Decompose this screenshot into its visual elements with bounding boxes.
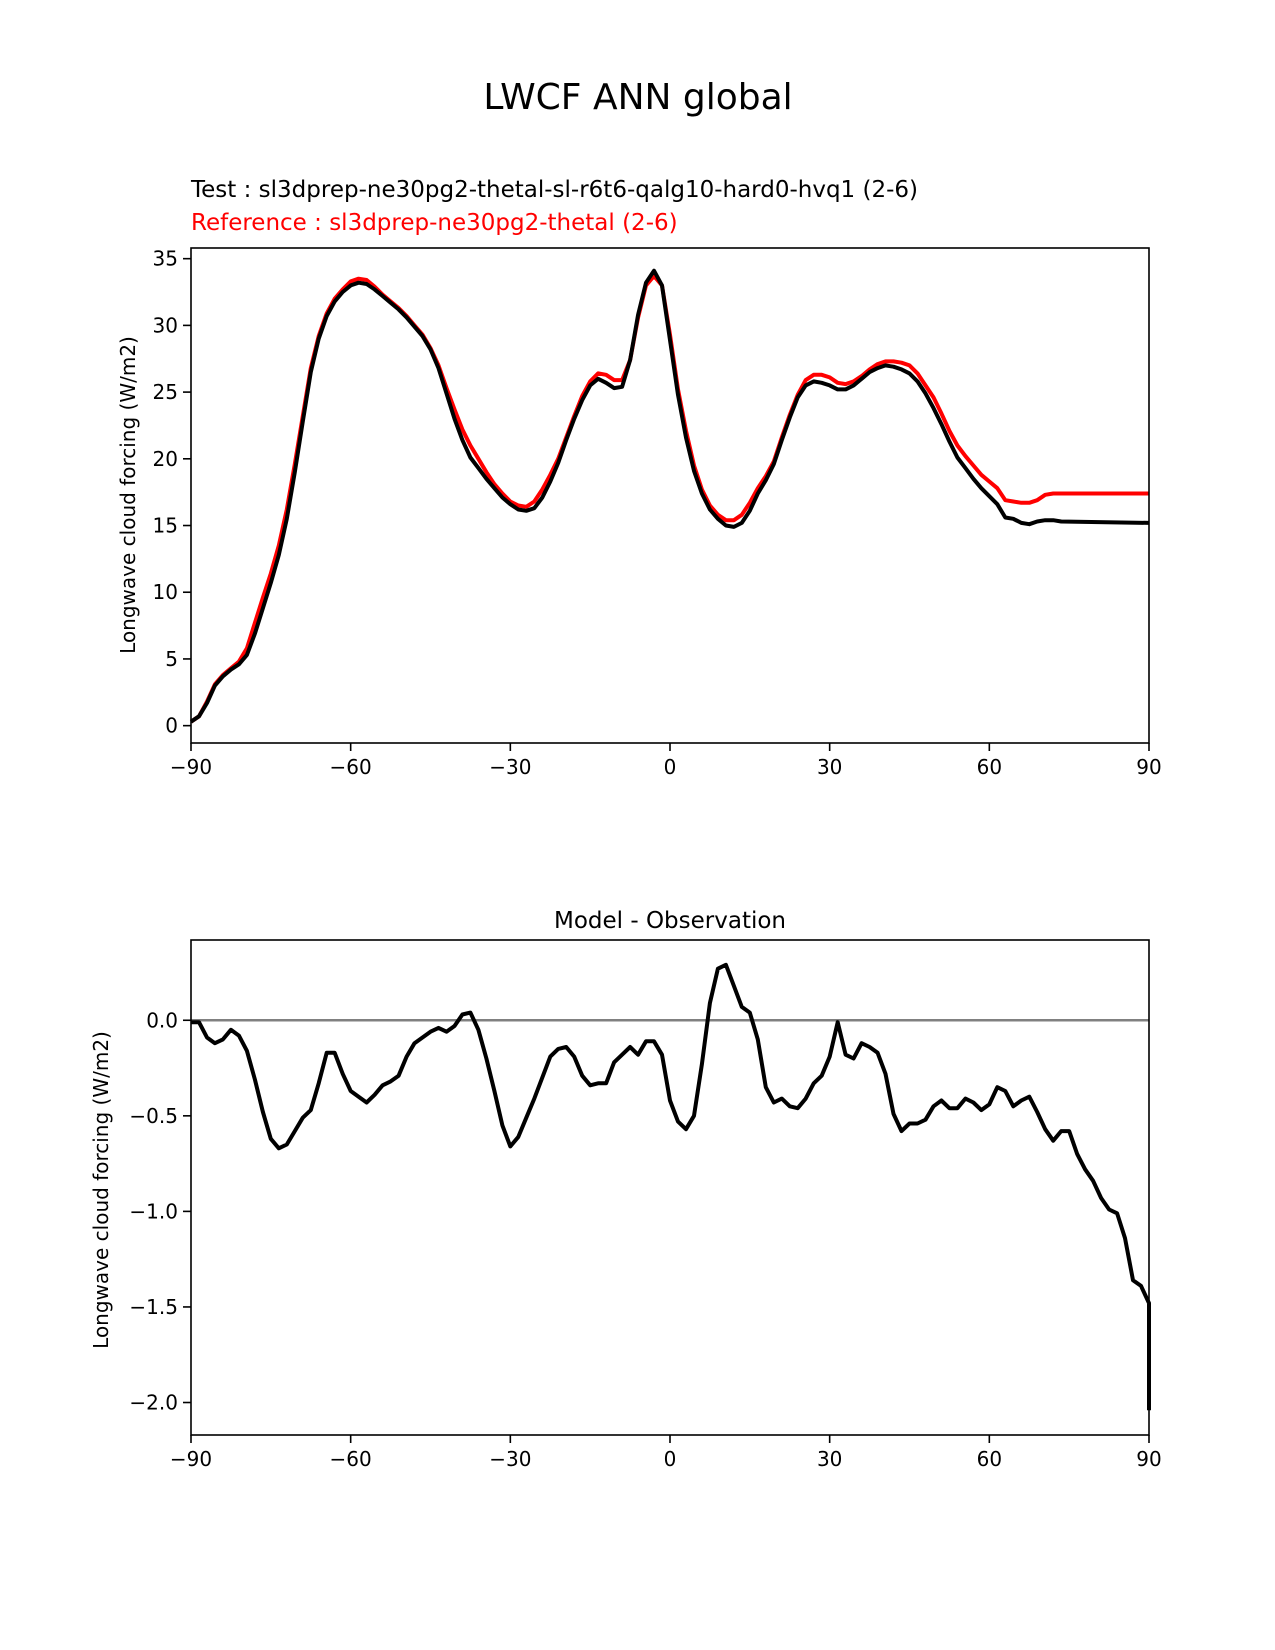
bottom-panel-title: Model - Observation xyxy=(554,908,786,934)
top-x-tick-label: −90 xyxy=(170,755,212,779)
top-y-tick-label: 5 xyxy=(165,647,178,671)
top-y-tick-label: 30 xyxy=(153,313,178,337)
figure-suptitle: LWCF ANN global xyxy=(483,77,792,118)
top-x-tick-label: −60 xyxy=(330,755,372,779)
top-x-tick-label: −30 xyxy=(489,755,531,779)
bottom-x-tick-label: −90 xyxy=(170,1447,212,1471)
top-y-axis-label: Longwave cloud forcing (W/m2) xyxy=(116,336,140,654)
bottom-difference-line xyxy=(191,962,1151,1411)
bottom-x-tick-label: 90 xyxy=(1136,1447,1161,1471)
bottom-y-tick-label: 0.0 xyxy=(146,1008,178,1032)
top-y-tick-label: 10 xyxy=(153,580,178,604)
bottom-y-tick-label: −1.0 xyxy=(129,1199,178,1223)
top-x-tick-label: 30 xyxy=(817,755,842,779)
bottom-y-tick-label: −2.0 xyxy=(129,1391,178,1415)
bottom-series-group xyxy=(191,962,1151,1411)
top-y-tick-label: 25 xyxy=(153,380,178,404)
reference-label: Reference : sl3dprep-ne30pg2-thetal (2-6… xyxy=(191,210,678,236)
bottom-x-tick-label: −60 xyxy=(330,1447,372,1471)
bottom-y-tick-label: −1.5 xyxy=(129,1295,178,1319)
test-label: Test : sl3dprep-ne30pg2-thetal-sl-r6t6-q… xyxy=(190,177,918,203)
bottom-y-axis-label: Longwave cloud forcing (W/m2) xyxy=(89,1031,113,1349)
bottom-x-tick-label: −30 xyxy=(489,1447,531,1471)
top-test-line xyxy=(189,268,1150,724)
bottom-x-tick-label: 60 xyxy=(977,1447,1002,1471)
top-axes: −90 −60 −30 0 30 60 90 0 5 10 15 20 25 30 35 xyxy=(153,247,1162,779)
bottom-plot-frame xyxy=(190,939,1150,1436)
bottom-x-tick-label: 30 xyxy=(817,1447,842,1471)
bottom-y-tick-label: −0.5 xyxy=(129,1104,178,1128)
top-y-tick-label: 20 xyxy=(153,447,178,471)
top-y-tick-label: 0 xyxy=(165,714,178,738)
top-x-tick-label: 90 xyxy=(1136,755,1161,779)
top-x-tick-label: 0 xyxy=(664,755,677,779)
bottom-x-tick-label: 0 xyxy=(664,1447,677,1471)
top-y-tick-label: 15 xyxy=(153,514,178,538)
top-plot-frame xyxy=(190,247,1150,744)
bottom-axes: −90 −60 −30 0 30 60 90 0.0 −0.5 −1.0 −1.5 −2.0 xyxy=(129,1008,1161,1471)
top-y-tick-label: 35 xyxy=(153,247,178,271)
bottom-panel: Model - Observation Longwave cloud forci… xyxy=(89,908,1162,1471)
top-panel: Test : sl3dprep-ne30pg2-thetal-sl-r6t6-q… xyxy=(116,177,1162,779)
top-x-tick-label: 60 xyxy=(977,755,1002,779)
top-series-group xyxy=(189,268,1150,724)
